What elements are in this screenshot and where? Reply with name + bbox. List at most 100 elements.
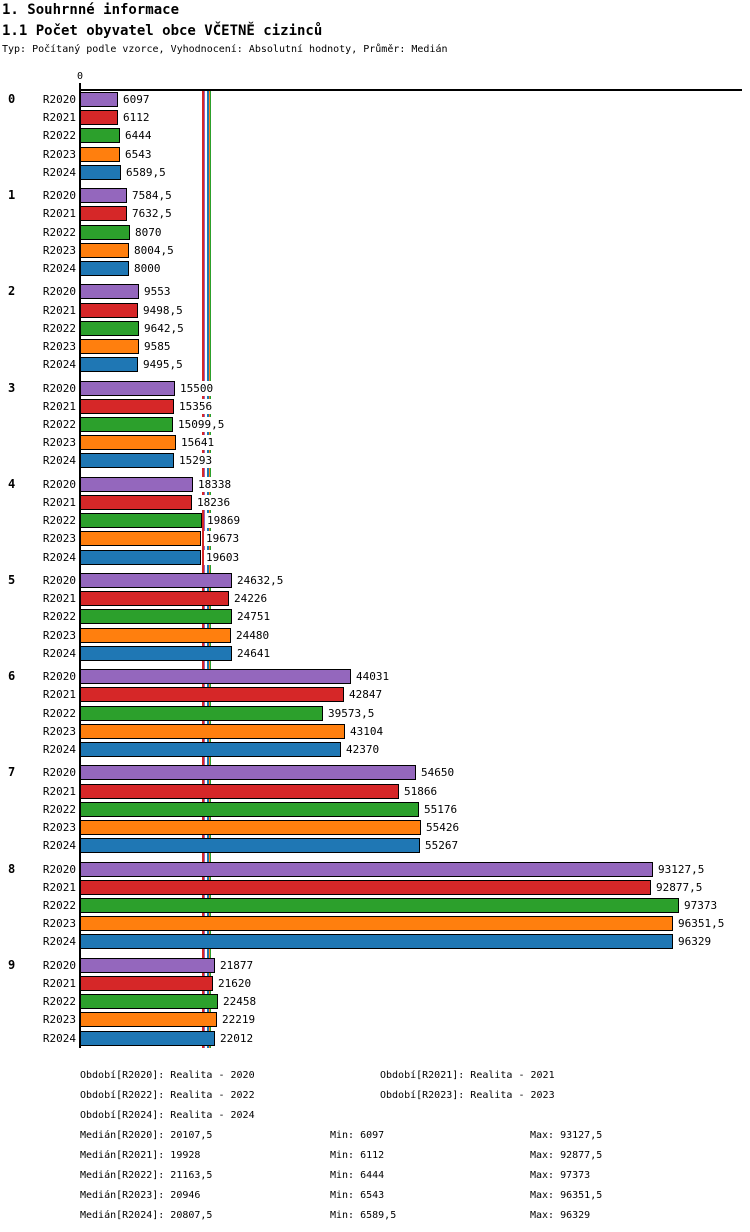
row-year-label-9-R2022: R2022	[42, 995, 76, 1009]
bar-7-R2021	[80, 783, 399, 799]
legend-obdobi-ObdobR2022: Období[R2022]: Realita - 2022	[80, 1090, 255, 1101]
stat-min-row-0: Min: 6097	[330, 1130, 385, 1141]
bar-value-label-8-R2023: 96351,5	[676, 916, 727, 932]
row-year-label-7-R2023: R2023	[42, 821, 76, 834]
row-year-label-1-R2022: R2022	[42, 225, 76, 239]
bar-2-R2020	[80, 284, 139, 300]
bar-value-label-0-R2022: 6444	[123, 128, 154, 144]
row-year-label-7-R2022: R2022	[42, 802, 76, 816]
bar-value-label-5-R2023: 24480	[234, 627, 272, 643]
y-axis-line	[79, 83, 81, 1048]
row-year-label-4-R2023: R2023	[42, 532, 76, 546]
bar-1-R2022	[80, 224, 130, 240]
stat-median-row-1: Medián[R2021]: 19928	[80, 1150, 201, 1161]
bar-value-label-8-R2022: 97373	[682, 898, 720, 913]
bar-9-R2023	[80, 1012, 217, 1028]
group-label-2: 2	[8, 284, 16, 299]
bar-6-R2024	[80, 742, 341, 757]
bar-value-label-9-R2021: 21620	[216, 976, 254, 991]
bar-7-R2020	[80, 765, 416, 781]
stat-max-row-3: Max: 96351,5	[530, 1190, 603, 1201]
bar-5-R2024	[80, 645, 232, 661]
bar-2-R2024	[80, 357, 138, 373]
stat-max-row-1: Max: 92877,5	[530, 1150, 603, 1161]
bar-value-label-9-R2020: 21877	[218, 957, 256, 973]
row-year-label-2-R2024: R2024	[42, 358, 76, 372]
bar-5-R2021	[80, 591, 229, 607]
bar-0-R2022	[80, 128, 120, 144]
stat-median-row-0: Medián[R2020]: 20107,5	[80, 1130, 213, 1141]
row-year-label-7-R2024: R2024	[42, 839, 76, 853]
bar-8-R2022	[80, 898, 679, 913]
row-year-label-6-R2020: R2020	[42, 670, 76, 684]
bar-value-label-1-R2021: 7632,5	[130, 206, 174, 222]
median-line-R2021	[201, 91, 204, 1048]
bar-value-label-2-R2024: 9495,5	[141, 357, 185, 373]
stat-median-row-3: Medián[R2023]: 20946	[80, 1190, 201, 1201]
bar-3-R2023	[80, 435, 176, 451]
stat-median-row-4: Medián[R2024]: 20807,5	[80, 1210, 213, 1221]
stat-min-row-2: Min: 6444	[330, 1170, 385, 1181]
row-year-label-9-R2021: R2021	[42, 977, 76, 990]
row-year-label-4-R2022: R2022	[42, 514, 76, 528]
row-year-label-3-R2020: R2020	[42, 381, 76, 395]
stat-max-row-0: Max: 93127,5	[530, 1130, 603, 1141]
legend-obdobi-ObdobR2021: Období[R2021]: Realita - 2021	[380, 1070, 555, 1081]
group-label-9: 9	[8, 957, 16, 972]
bar-8-R2023	[80, 916, 673, 932]
bar-0-R2021	[80, 110, 118, 126]
bar-9-R2021	[80, 976, 213, 991]
bar-value-label-6-R2022: 39573,5	[326, 705, 377, 721]
row-year-label-5-R2024: R2024	[42, 646, 76, 660]
row-year-label-2-R2022: R2022	[42, 321, 76, 335]
group-label-3: 3	[8, 380, 16, 395]
bar-value-label-1-R2022: 8070	[133, 224, 164, 240]
row-year-label-2-R2021: R2021	[42, 303, 76, 317]
bar-value-label-6-R2023: 43104	[348, 723, 386, 739]
bar-value-label-8-R2024: 96329	[676, 934, 714, 950]
row-year-label-9-R2024: R2024	[42, 1031, 76, 1045]
bar-value-label-1-R2020: 7584,5	[130, 188, 174, 204]
bar-4-R2022	[80, 513, 202, 529]
bar-value-label-0-R2020: 6097	[121, 92, 152, 107]
bar-value-label-2-R2021: 9498,5	[141, 302, 185, 318]
group-label-7: 7	[8, 765, 16, 780]
row-year-label-5-R2021: R2021	[42, 592, 76, 606]
bar-value-label-7-R2021: 51866	[402, 783, 440, 799]
bar-value-label-9-R2023: 22219	[220, 1012, 258, 1028]
bar-1-R2020	[80, 188, 127, 204]
bar-8-R2024	[80, 934, 673, 950]
bar-value-label-7-R2022: 55176	[422, 801, 460, 817]
row-year-label-7-R2021: R2021	[42, 784, 76, 798]
bar-value-label-5-R2021: 24226	[232, 591, 270, 607]
bar-4-R2024	[80, 549, 201, 565]
bar-value-label-4-R2021: 18236	[195, 495, 233, 510]
bar-value-label-6-R2021: 42847	[347, 687, 385, 703]
bar-value-label-9-R2024: 22012	[218, 1030, 256, 1046]
row-year-label-8-R2020: R2020	[42, 862, 76, 876]
stat-min-row-3: Min: 6543	[330, 1190, 385, 1201]
group-label-4: 4	[8, 476, 16, 491]
bar-value-label-3-R2021: 15356	[177, 398, 215, 414]
report-title: 1. Souhrnné informace	[2, 2, 180, 18]
row-year-label-6-R2021: R2021	[42, 688, 76, 702]
median-line-R2020	[202, 91, 205, 1048]
median-line-R2024	[207, 91, 209, 1048]
bar-9-R2022	[80, 994, 218, 1010]
group-label-8: 8	[8, 861, 16, 876]
report-meta-line: Typ: Počítaný podle vzorce, Vyhodnocení:…	[2, 44, 448, 55]
bar-3-R2022	[80, 417, 173, 432]
bar-2-R2022	[80, 320, 139, 336]
bar-value-label-4-R2024: 19603	[204, 549, 242, 565]
bar-value-label-1-R2023: 8004,5	[132, 242, 176, 258]
bar-2-R2023	[80, 339, 139, 354]
bar-1-R2021	[80, 206, 127, 222]
row-year-label-6-R2024: R2024	[42, 743, 76, 756]
bar-value-label-0-R2021: 6112	[121, 110, 152, 126]
row-year-label-4-R2021: R2021	[42, 496, 76, 509]
row-year-label-5-R2022: R2022	[42, 610, 76, 624]
row-year-label-8-R2023: R2023	[42, 917, 76, 931]
bar-1-R2024	[80, 261, 129, 276]
bar-value-label-2-R2022: 9642,5	[142, 320, 186, 336]
